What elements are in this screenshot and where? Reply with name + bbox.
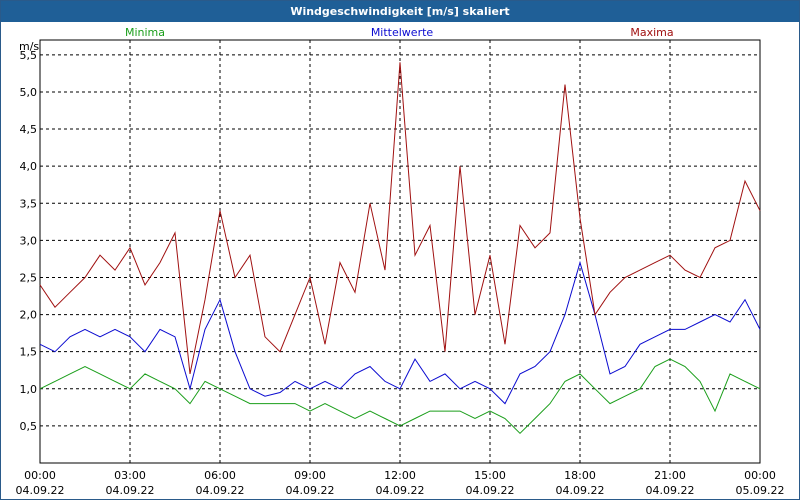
y-tick-label: 4,0	[20, 160, 38, 173]
series-line-maxima	[39, 62, 761, 374]
y-tick-label: 1,5	[20, 346, 38, 359]
y-tick-label: 3,5	[20, 197, 38, 210]
legend-maxima: Maxima	[630, 26, 673, 39]
y-tick-label: 5,5	[20, 49, 38, 62]
y-axis-label: m/s	[19, 40, 39, 53]
series-line-mittelwerte	[39, 260, 761, 405]
x-tick-time: 00:00	[744, 469, 776, 482]
y-tick-label: 2,0	[20, 309, 38, 322]
legend-mittelwerte: Mittelwerte	[371, 26, 434, 39]
x-tick-time: 18:00	[564, 469, 596, 482]
y-tick-label: 0,5	[20, 420, 38, 433]
x-tick-time: 09:00	[294, 469, 326, 482]
x-tick-date: 04.09.22	[196, 484, 245, 497]
x-tick-time: 03:00	[114, 469, 146, 482]
x-tick-date: 04.09.22	[556, 484, 605, 497]
x-tick-date: 04.09.22	[376, 484, 425, 497]
x-tick-date: 04.09.22	[286, 484, 335, 497]
x-tick-date: 04.09.22	[106, 484, 155, 497]
legend-minima: Minima	[125, 26, 165, 39]
x-tick-date: 04.09.22	[16, 484, 65, 497]
y-tick-label: 5,0	[20, 86, 38, 99]
x-tick-date: 04.09.22	[466, 484, 515, 497]
y-tick-label: 1,0	[20, 383, 38, 396]
y-tick-label: 4,5	[20, 123, 38, 136]
y-tick-label: 2,5	[20, 271, 38, 284]
x-tick-labels: 00:00 04.09.22 03:00 04.09.22 06:00 04.09.22 0…	[16, 469, 785, 497]
x-tick-date: 05.09.22	[736, 484, 785, 497]
x-tick-time: 00:00	[24, 469, 56, 482]
series-lines	[39, 62, 761, 435]
x-tick-time: 15:00	[474, 469, 506, 482]
x-tick-time: 12:00	[384, 469, 416, 482]
x-tick-time: 06:00	[204, 469, 236, 482]
y-tick-labels: 0,5 1,0 1,5 2,0 2,5 3,0 3,5 4,0 4,5 5,0 5,5	[20, 49, 38, 433]
chart-title: Windgeschwindigkeit [m/s] skaliert	[1, 1, 799, 22]
series-line-minima	[39, 358, 761, 435]
x-tick-date: 04.09.22	[646, 484, 695, 497]
y-tick-label: 3,0	[20, 234, 38, 247]
x-tick-time: 21:00	[654, 469, 686, 482]
